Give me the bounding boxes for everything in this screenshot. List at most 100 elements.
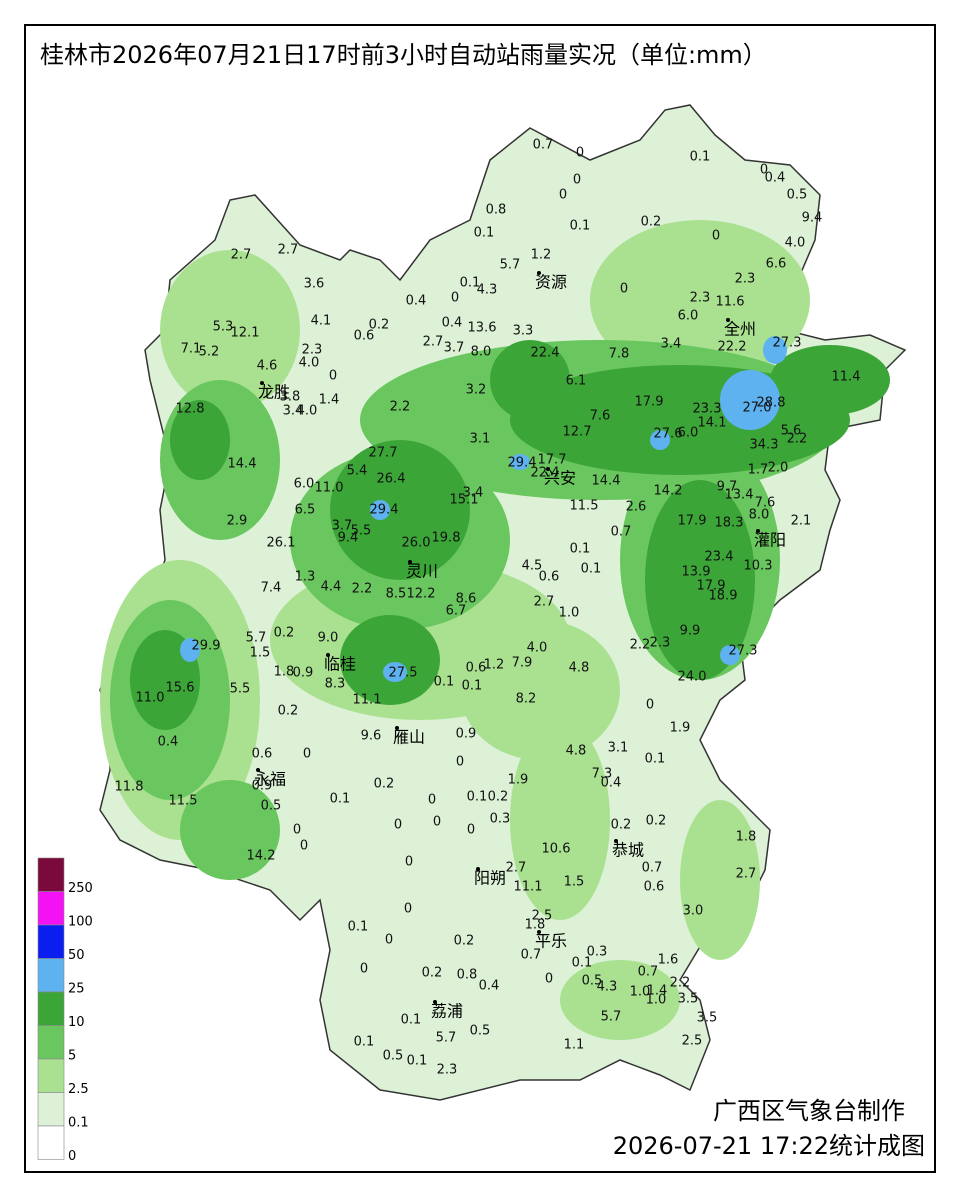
station-value: 17.7 bbox=[538, 453, 567, 468]
legend: 250 100 50 25 10 5 2.5 0.1 0 bbox=[37, 857, 93, 1164]
station-value: 7.1 bbox=[181, 342, 202, 357]
station-value: 8.6 bbox=[456, 592, 477, 607]
station-value: 0.1 bbox=[348, 920, 369, 935]
station-value: 14.2 bbox=[247, 849, 276, 864]
legend-swatch bbox=[37, 1125, 65, 1160]
city-dot bbox=[756, 529, 760, 533]
station-value: 1.9 bbox=[508, 773, 529, 788]
station-value: 27.0 bbox=[743, 401, 772, 416]
station-value: 0 bbox=[760, 163, 768, 178]
station-value: 23.4 bbox=[705, 550, 734, 565]
station-value: 4.6 bbox=[257, 359, 278, 374]
city-name: 荔浦 bbox=[431, 1002, 463, 1021]
city-dot bbox=[326, 653, 330, 657]
city-name: 灵川 bbox=[406, 562, 438, 581]
station-value: 0.1 bbox=[645, 752, 666, 767]
station-value: 0.6 bbox=[252, 747, 273, 762]
station-value: 18.3 bbox=[715, 516, 744, 531]
station-value: 17.9 bbox=[678, 514, 707, 529]
station-value: 7.4 bbox=[261, 581, 282, 596]
station-value: 0 bbox=[545, 972, 553, 987]
legend-label: 100 bbox=[68, 915, 93, 930]
station-value: 0.8 bbox=[486, 203, 507, 218]
station-value: 7.9 bbox=[512, 656, 533, 671]
station-value: 5.7 bbox=[601, 1010, 622, 1025]
city-name: 阳朔 bbox=[474, 869, 506, 888]
station-value: 2.1 bbox=[791, 514, 812, 529]
station-value: 5.2 bbox=[199, 345, 220, 360]
station-value: 4.5 bbox=[522, 559, 543, 574]
station-value: 11.5 bbox=[169, 794, 198, 809]
station-value: 0.9 bbox=[252, 779, 273, 794]
station-value: 6.0 bbox=[678, 309, 699, 324]
legend-swatch bbox=[37, 958, 65, 993]
station-value: 0.5 bbox=[470, 1024, 491, 1039]
station-value: 0.1 bbox=[330, 792, 351, 807]
station-value: 22.4 bbox=[531, 346, 560, 361]
station-value: 29.9 bbox=[192, 639, 221, 654]
station-value: 6.5 bbox=[295, 503, 316, 518]
station-value: 26.4 bbox=[377, 472, 406, 487]
station-value: 6.0 bbox=[294, 477, 315, 492]
station-value: 0 bbox=[385, 933, 393, 948]
city-name: 全州 bbox=[724, 320, 756, 339]
station-value: 0.5 bbox=[383, 1049, 404, 1064]
station-value: 2.5 bbox=[532, 909, 553, 924]
station-value: 0.1 bbox=[581, 562, 602, 577]
station-value: 0.9 bbox=[456, 727, 477, 742]
station-value: 3.5 bbox=[678, 992, 699, 1007]
station-value: 10.6 bbox=[542, 842, 571, 857]
station-value: 1.7 bbox=[748, 463, 769, 478]
station-value: 0 bbox=[576, 146, 584, 161]
station-value: 3.5 bbox=[697, 1011, 718, 1026]
city-name: 恭城 bbox=[612, 841, 644, 860]
station-value: 11.6 bbox=[716, 295, 745, 310]
city-name: 灌阳 bbox=[754, 531, 786, 550]
rain-25 bbox=[180, 336, 787, 682]
station-value: 0.6 bbox=[354, 329, 375, 344]
station-value: 0.2 bbox=[611, 818, 632, 833]
station-value: 0.3 bbox=[587, 945, 608, 960]
map-area bbox=[99, 104, 907, 1101]
station-value: 0.7 bbox=[638, 965, 659, 980]
station-value: 0.4 bbox=[765, 171, 786, 186]
station-value: 22.2 bbox=[718, 340, 747, 355]
station-value: 12.1 bbox=[231, 326, 260, 341]
station-value: 7.6 bbox=[755, 496, 776, 511]
station-value: 0.5 bbox=[582, 974, 603, 989]
station-value: 3.7 bbox=[444, 341, 465, 356]
station-value: 9.4 bbox=[338, 531, 359, 546]
city-name: 兴安 bbox=[544, 469, 576, 488]
station-value: 0.8 bbox=[457, 968, 478, 983]
city-dot bbox=[726, 318, 730, 322]
station-value: 6.0 bbox=[678, 426, 699, 441]
station-value: 11.1 bbox=[353, 693, 382, 708]
station-value: 3.4 bbox=[661, 337, 682, 352]
station-value: 0.1 bbox=[462, 679, 483, 694]
station-value: 0.7 bbox=[521, 948, 542, 963]
station-value: 0.9 bbox=[293, 666, 314, 681]
city-name: 雁山 bbox=[393, 728, 425, 747]
station-value: 2.5 bbox=[682, 1034, 703, 1049]
station-value: 0 bbox=[300, 839, 308, 854]
station-value: 23.3 bbox=[693, 402, 722, 417]
station-value: 0 bbox=[573, 173, 581, 188]
station-value: 6.6 bbox=[766, 257, 787, 272]
station-value: 0 bbox=[360, 962, 368, 977]
station-value: 0.2 bbox=[646, 814, 667, 829]
station-value: 13.9 bbox=[682, 565, 711, 580]
station-value: 1.8 bbox=[736, 830, 757, 845]
station-value: 1.6 bbox=[658, 953, 679, 968]
station-value: 29.4 bbox=[370, 503, 399, 518]
station-value: 0.1 bbox=[572, 956, 593, 971]
legend-swatch bbox=[37, 1025, 65, 1060]
station-value: 9.4 bbox=[802, 211, 823, 226]
station-value: 28.8 bbox=[757, 396, 786, 411]
city-name: 平乐 bbox=[535, 932, 567, 951]
legend-swatch bbox=[37, 1092, 65, 1127]
station-value: 4.1 bbox=[311, 314, 332, 329]
station-value: 17.9 bbox=[635, 395, 664, 410]
station-value: 15.6 bbox=[166, 681, 195, 696]
